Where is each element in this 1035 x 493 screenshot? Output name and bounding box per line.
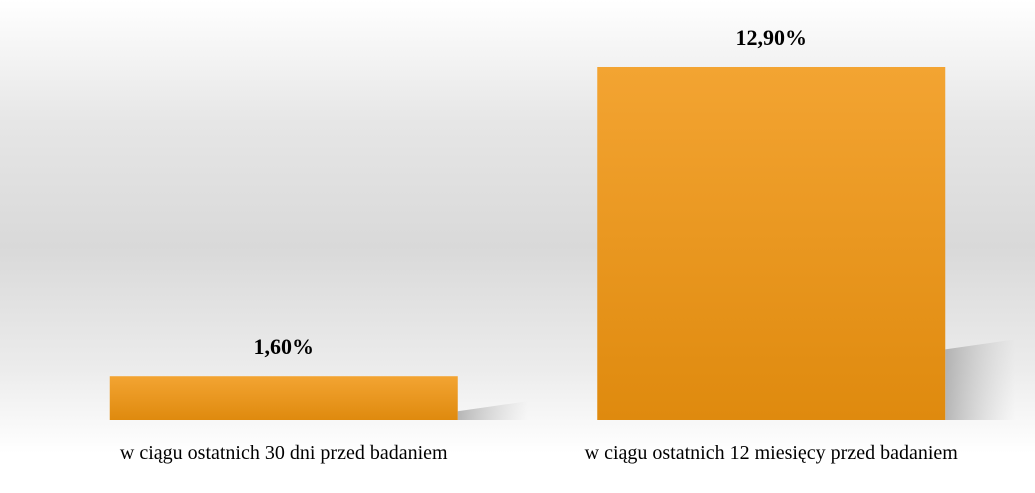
bar (597, 67, 946, 420)
data-label: 12,90% (736, 25, 808, 50)
bar (109, 376, 458, 420)
bars: 1,60% 12,90% (109, 25, 1016, 420)
bar-shadow (457, 401, 528, 420)
bar-shadow (945, 339, 1016, 420)
data-label: 1,60% (254, 334, 315, 359)
x-tick-label: w ciągu ostatnich 12 miesięcy przed bada… (584, 442, 958, 464)
x-tick-label: w ciągu ostatnich 30 dni przed badaniem (119, 442, 448, 464)
